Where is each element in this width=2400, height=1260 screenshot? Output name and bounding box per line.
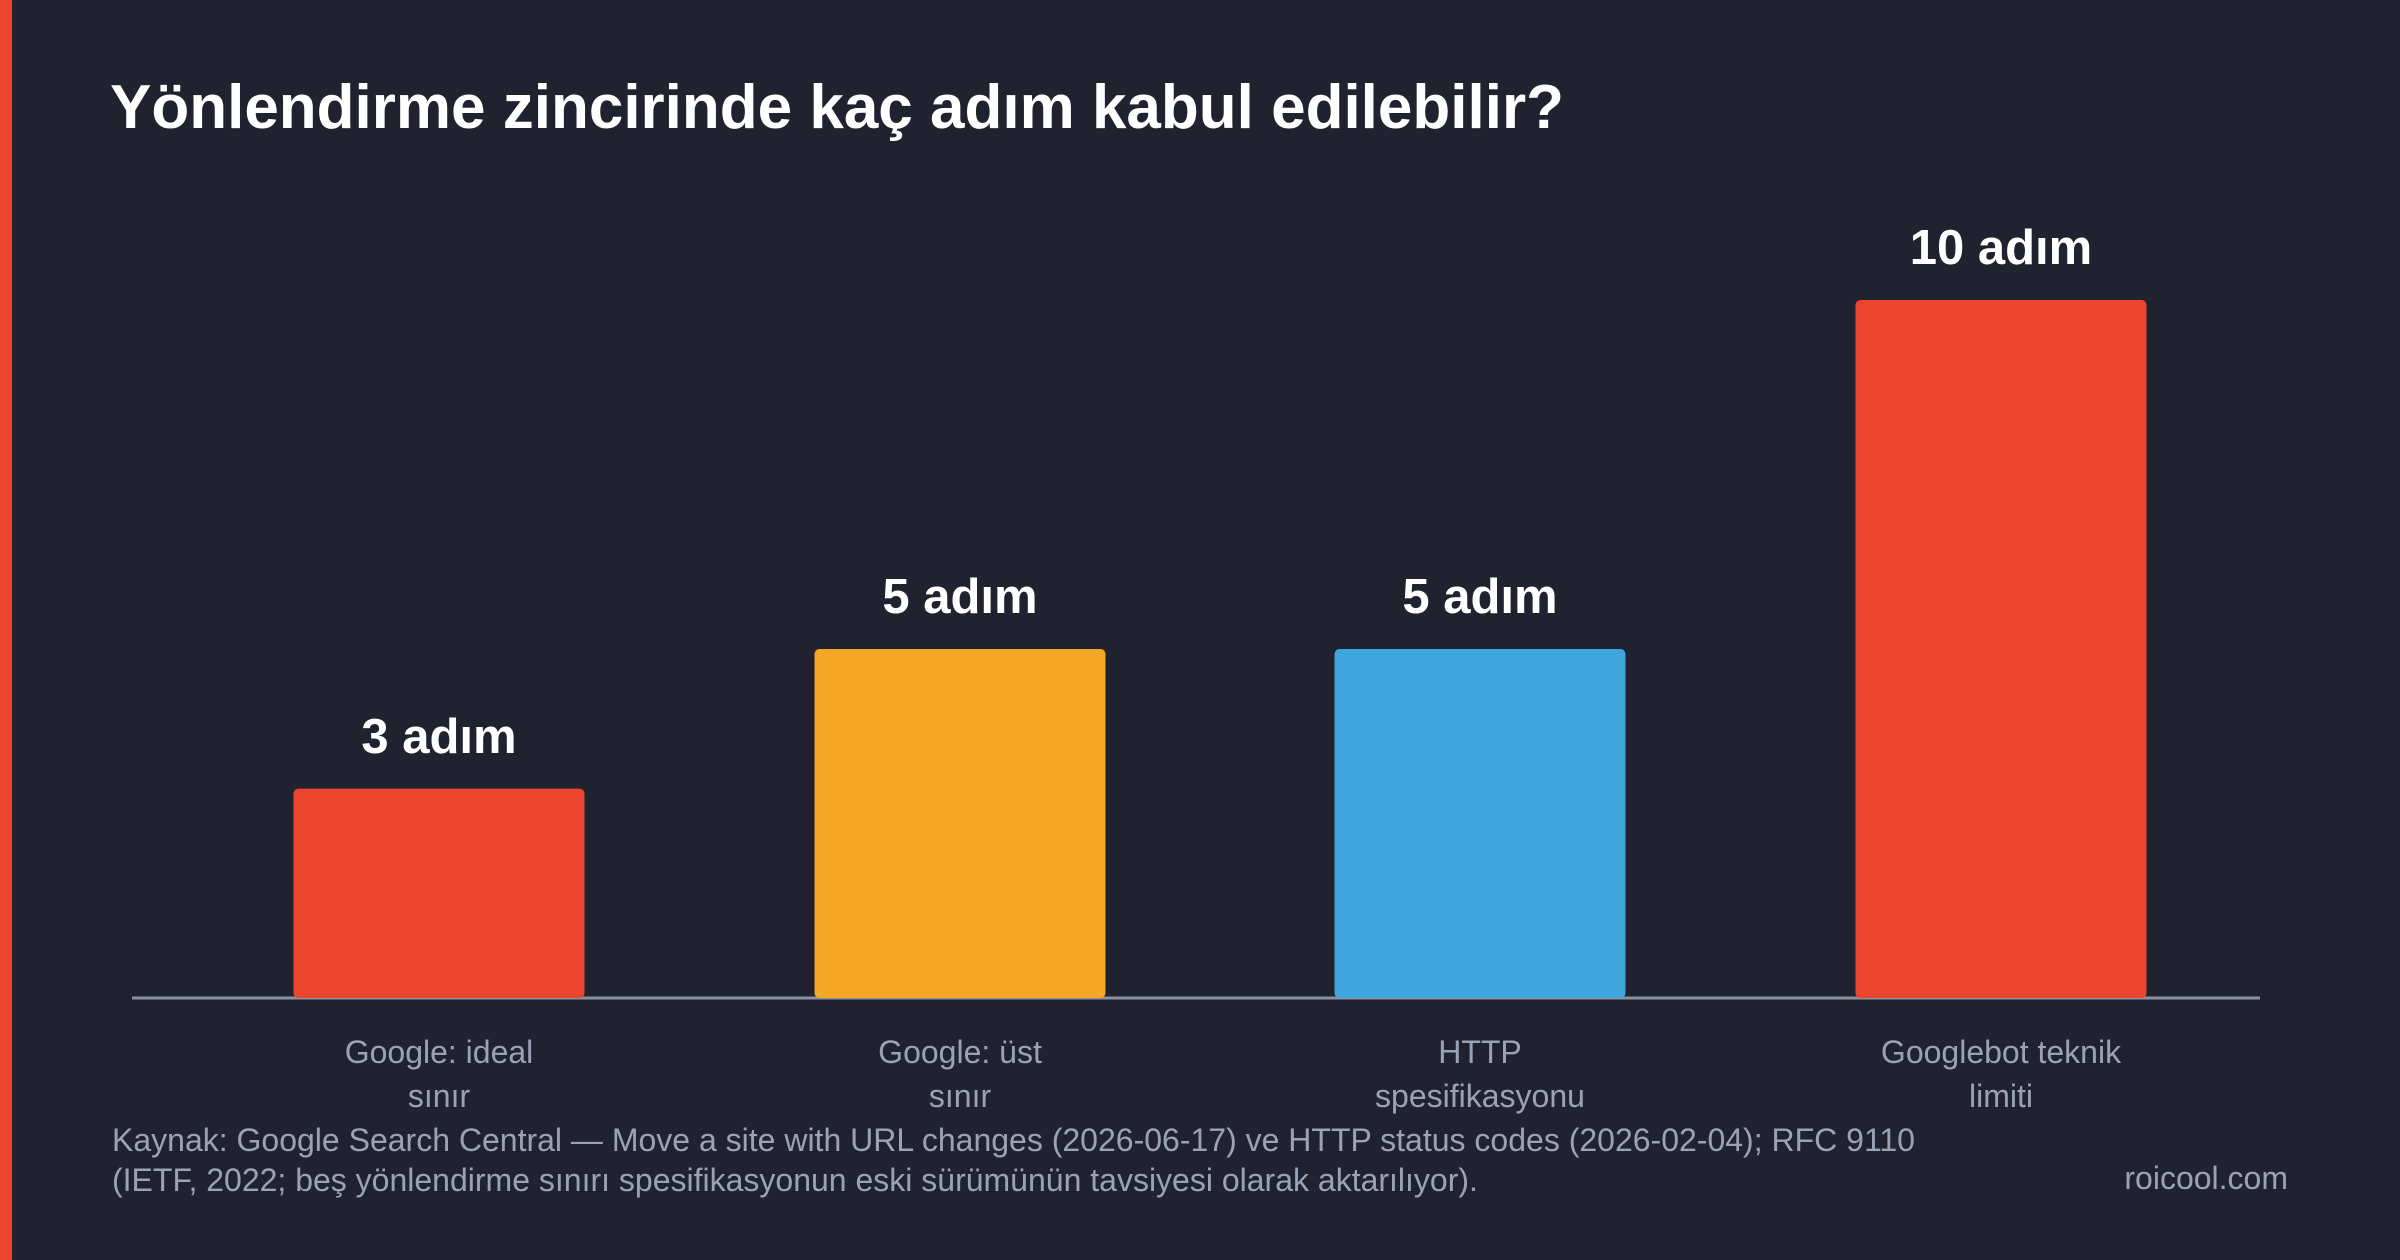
x-tick-label: HTTP spesifikasyonu [1375,1034,1585,1114]
value-label: 3 adım [361,709,517,764]
x-tick-label: Googlebot teknik limiti [1880,1034,2122,1114]
value-label: 5 adım [1402,570,1558,624]
source-note: Kaynak: Google Search Central — Move a s… [112,1122,1915,1198]
x-tick-label: Google: ideal sınır [344,1034,534,1114]
bar [1855,300,2147,998]
bar [1334,649,1626,998]
bar [814,649,1106,998]
x-tick-label: Google: üst sınır [878,1034,1042,1114]
chart-title: Yönlendirme zincirinde kaç adım kabul ed… [110,73,1564,142]
value-label: 10 adım [1909,221,2093,275]
brand: roicool.com [2124,1160,2288,1196]
bar [293,788,585,998]
accent-stripe [0,0,12,1260]
value-label: 5 adım [882,570,1038,624]
